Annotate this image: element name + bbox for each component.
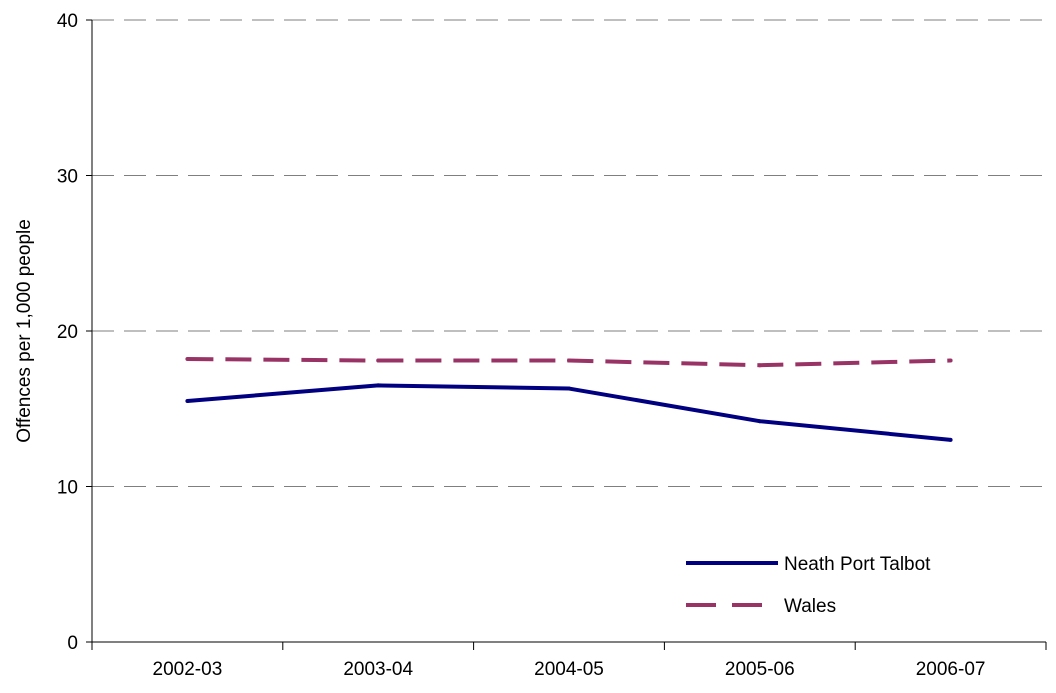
y-tick-label: 40 — [57, 11, 78, 32]
y-tick-label: 10 — [57, 478, 78, 499]
data-point — [948, 358, 953, 363]
data-point — [948, 437, 953, 442]
data-point — [567, 358, 571, 363]
y-tick-label: 30 — [57, 167, 78, 188]
data-point — [185, 398, 190, 403]
data-point — [376, 383, 381, 388]
y-tick-label: 20 — [57, 322, 78, 343]
y-tick-label: 0 — [67, 633, 78, 654]
x-axis-ticks: 2002-03 2003-04 2004-05 2005-06 2006-07 — [91, 642, 1047, 680]
x-tick-label: 2003-04 — [343, 659, 413, 680]
x-tick-label: 2006-07 — [916, 659, 986, 680]
gridlines — [92, 19, 1046, 487]
legend: Neath Port Talbot Wales — [686, 554, 931, 617]
y-axis-title: Offences per 1,000 people — [14, 219, 35, 443]
data-point — [757, 419, 762, 424]
x-tick-label: 2002-03 — [153, 659, 223, 680]
series-lines — [185, 356, 953, 442]
legend-label: Neath Port Talbot — [784, 554, 931, 575]
y-axis-ticks: 0 10 20 30 40 — [57, 11, 92, 654]
data-point — [376, 358, 381, 363]
data-point — [567, 386, 571, 391]
data-point — [757, 363, 762, 368]
x-tick-label: 2005-06 — [725, 659, 795, 680]
x-tick-label: 2004-05 — [534, 659, 604, 680]
legend-label: Wales — [784, 596, 836, 617]
series-line-0 — [187, 383, 951, 442]
data-point — [185, 356, 190, 361]
